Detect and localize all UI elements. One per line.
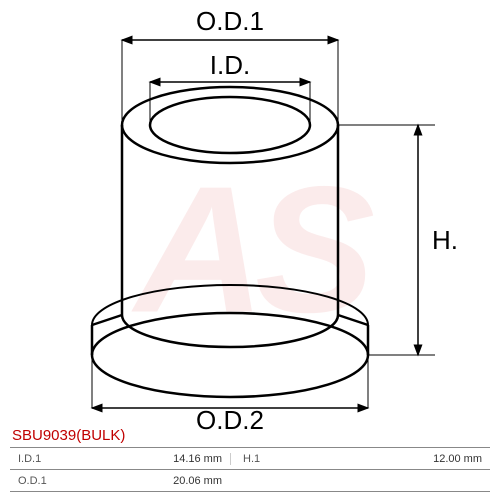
spec-val: 20.06 mm — [80, 475, 230, 487]
label-od1: O.D.1 — [190, 6, 270, 37]
spec-key: I.D.1 — [10, 453, 80, 465]
spec-val: 14.16 mm — [80, 453, 230, 465]
table-row: O.D.1 20.06 mm — [10, 470, 490, 492]
spec-table: I.D.1 14.16 mm H.1 12.00 mm O.D.1 20.06 … — [10, 447, 490, 492]
bushing-diagram: O.D.1 I.D. H. O.D.2 — [40, 10, 460, 420]
part-number: SBU9039(BULK) — [12, 427, 125, 444]
label-h: H. — [425, 225, 465, 256]
table-row: I.D.1 14.16 mm H.1 12.00 mm — [10, 448, 490, 470]
spec-key: H.1 — [230, 453, 290, 465]
label-od2: O.D.2 — [190, 405, 270, 436]
label-id: I.D. — [200, 50, 260, 81]
spec-key: O.D.1 — [10, 475, 80, 487]
spec-val: 12.00 mm — [290, 453, 490, 465]
